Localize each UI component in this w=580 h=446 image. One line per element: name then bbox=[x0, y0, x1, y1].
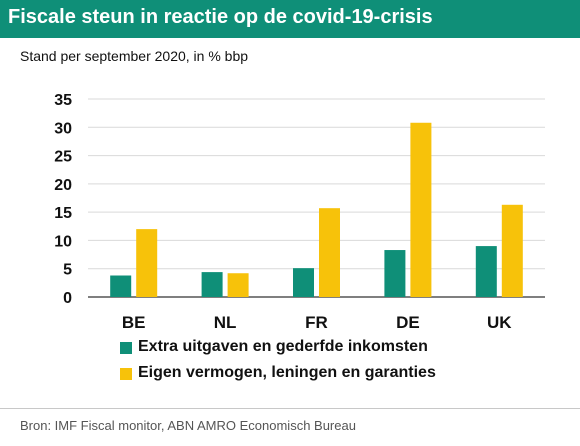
x-tick-label: BE bbox=[122, 313, 146, 330]
y-tick-label: 20 bbox=[54, 177, 72, 194]
bar-be-series-2 bbox=[136, 229, 158, 297]
x-tick-label: DE bbox=[396, 313, 420, 330]
y-tick-label: 35 bbox=[54, 92, 72, 109]
bar-fr-series-2 bbox=[319, 208, 340, 297]
legend-swatch-series-2 bbox=[120, 368, 132, 380]
y-tick-label: 15 bbox=[54, 205, 72, 222]
y-tick-label: 5 bbox=[63, 262, 72, 279]
bar-nl-series-1 bbox=[201, 272, 223, 297]
legend-swatch-series-1 bbox=[120, 342, 132, 354]
bar-be-series-1 bbox=[110, 275, 132, 297]
bar-chart: 0 5 10 15 20 25 30 35 BE NL FR DE UK bbox=[54, 92, 545, 330]
source-note: Bron: IMF Fiscal monitor, ABN AMRO Econo… bbox=[20, 418, 356, 433]
y-tick-label: 25 bbox=[54, 149, 72, 166]
legend-label-series-2: Eigen vermogen, leningen en garanties bbox=[138, 364, 436, 381]
legend-label-series-1: Extra uitgaven en gederfde inkomsten bbox=[138, 338, 428, 355]
y-tick-label: 30 bbox=[54, 120, 72, 137]
bar-uk-series-2 bbox=[501, 204, 523, 297]
x-tick-label: FR bbox=[305, 313, 328, 330]
bar-fr-series-1 bbox=[293, 268, 314, 297]
bar-nl-series-2 bbox=[227, 273, 249, 297]
bar-de-series-2 bbox=[410, 122, 432, 297]
chart-subtitle: Stand per september 2020, in % bbp bbox=[20, 48, 249, 64]
bar-uk-series-1 bbox=[475, 246, 497, 297]
bar-de-series-1 bbox=[384, 250, 406, 297]
chart-title: Fiscale steun in reactie op de covid-19-… bbox=[8, 6, 433, 28]
x-tick-label: UK bbox=[487, 313, 512, 330]
y-tick-label: 0 bbox=[63, 290, 72, 307]
y-tick-label: 10 bbox=[54, 233, 72, 250]
divider bbox=[0, 408, 580, 409]
title-bar: Fiscale steun in reactie op de covid-19-… bbox=[0, 0, 580, 38]
x-tick-label: NL bbox=[214, 313, 237, 330]
